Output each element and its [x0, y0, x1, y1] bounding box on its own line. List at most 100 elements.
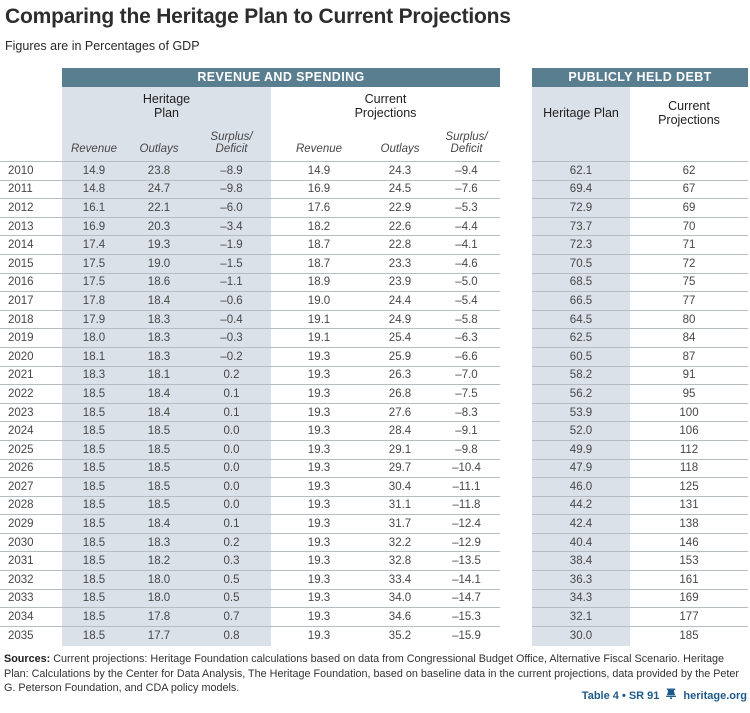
debt-heritage-plan-cell: 62.5 — [569, 332, 593, 345]
current-outlays-cell: 23.3 — [388, 257, 412, 270]
table-row: 2024 18.5 18.5 0.0 19.3 28.4 –9.1 52.0 1… — [0, 422, 750, 441]
heritage-outlays-cell: 23.8 — [147, 164, 171, 177]
heritage-surplus-deficit-cell: –0.4 — [220, 313, 243, 326]
debt-current-projections-cell: 71 — [682, 239, 696, 252]
heritage-revenue-cell: 18.3 — [82, 369, 106, 382]
current-outlays-cell: 27.6 — [388, 406, 412, 419]
section-gap — [500, 515, 532, 534]
debt-heritage-plan-cell: 72.9 — [569, 201, 593, 214]
heritage-surplus-deficit-cell: 0.2 — [223, 369, 240, 382]
year-cell: 2028 — [8, 499, 34, 512]
row-debt-section: 72.9 69 — [532, 199, 748, 218]
current-outlays-cell: 29.7 — [388, 462, 412, 475]
column-labels-row: Revenue Outlays Surplus/ Deficit Revenue… — [0, 122, 500, 158]
current-revenue-cell: 19.3 — [307, 518, 331, 531]
group-header-current-projections: Current Projections — [354, 92, 417, 120]
current-outlays-cell: 31.1 — [388, 499, 412, 512]
heritage-revenue-cell: 18.5 — [82, 387, 106, 400]
heritage-surplus-deficit-cell: –3.4 — [220, 220, 243, 233]
current-revenue-cell: 19.3 — [307, 499, 331, 512]
section-gap — [500, 441, 532, 460]
debt-current-projections-cell: 62 — [682, 164, 696, 177]
debt-current-projections-cell: 169 — [679, 592, 699, 605]
row-revenue-spending-section: 2024 18.5 18.5 0.0 19.3 28.4 –9.1 — [0, 422, 500, 441]
heritage-surplus-deficit-cell: 0.0 — [223, 425, 240, 438]
current-surplus-deficit-cell: –6.3 — [455, 332, 478, 345]
heritage-revenue-cell: 17.9 — [82, 313, 106, 326]
debt-heritage-plan-cell: 53.9 — [569, 406, 593, 419]
table-row: 2011 14.8 24.7 –9.8 16.9 24.5 –7.6 69.4 … — [0, 181, 750, 200]
row-revenue-spending-section: 2013 16.9 20.3 –3.4 18.2 22.6 –4.4 — [0, 218, 500, 237]
year-cell: 2021 — [8, 369, 34, 382]
heritage-surplus-deficit-cell: –0.6 — [220, 294, 243, 307]
row-revenue-spending-section: 2030 18.5 18.3 0.2 19.3 32.2 –12.9 — [0, 534, 500, 553]
row-revenue-spending-section: 2021 18.3 18.1 0.2 19.3 26.3 –7.0 — [0, 367, 500, 386]
debt-heritage-plan-cell: 58.2 — [569, 369, 593, 382]
column-label-heritage-revenue: Revenue — [70, 143, 118, 155]
current-revenue-cell: 19.3 — [307, 555, 331, 568]
heritage-revenue-cell: 18.5 — [82, 518, 106, 531]
table-row: 2015 17.5 19.0 –1.5 18.7 23.3 –4.6 70.5 … — [0, 255, 750, 274]
section-gap — [500, 422, 532, 441]
heritage-surplus-deficit-cell: 0.8 — [223, 630, 240, 643]
table-row: 2035 18.5 17.7 0.8 19.3 35.2 –15.9 30.0 … — [0, 627, 750, 646]
debt-current-projections-cell: 125 — [679, 480, 699, 493]
section-gap — [500, 367, 532, 386]
heritage-outlays-cell: 18.3 — [147, 313, 171, 326]
heritage-outlays-cell: 18.4 — [147, 518, 171, 531]
debt-heritage-plan-cell: 34.3 — [569, 592, 593, 605]
row-debt-section: 62.5 84 — [532, 329, 748, 348]
current-outlays-cell: 24.9 — [388, 313, 412, 326]
debt-heritage-plan-cell: 60.5 — [569, 350, 593, 363]
current-outlays-cell: 23.9 — [388, 276, 412, 289]
heritage-surplus-deficit-cell: 0.2 — [223, 536, 240, 549]
current-revenue-cell: 18.7 — [307, 257, 331, 270]
row-revenue-spending-section: 2035 18.5 17.7 0.8 19.3 35.2 –15.9 — [0, 627, 500, 646]
heritage-outlays-cell: 19.3 — [147, 239, 171, 252]
row-debt-section: 49.9 112 — [532, 441, 748, 460]
table-row: 2021 18.3 18.1 0.2 19.3 26.3 –7.0 58.2 9… — [0, 367, 750, 386]
row-revenue-spending-section: 2010 14.9 23.8 –8.9 14.9 24.3 –9.4 — [0, 162, 500, 181]
current-surplus-deficit-cell: –8.3 — [455, 406, 478, 419]
column-label-current-outlays: Outlays — [380, 143, 420, 155]
year-cell: 2023 — [8, 406, 34, 419]
table-row: 2020 18.1 18.3 –0.2 19.3 25.9 –6.6 60.5 … — [0, 348, 750, 367]
section-gap — [500, 292, 532, 311]
debt-current-projections-cell: 185 — [679, 630, 699, 643]
section-gap — [500, 348, 532, 367]
heritage-revenue-cell: 18.5 — [82, 443, 106, 456]
heritage-revenue-cell: 18.5 — [82, 480, 106, 493]
row-debt-section: 60.5 87 — [532, 348, 748, 367]
heritage-outlays-cell: 18.4 — [147, 294, 171, 307]
table-reference: Table 4 • SR 91 — [581, 690, 660, 702]
year-cell: 2025 — [8, 443, 34, 456]
current-surplus-deficit-cell: –4.1 — [455, 239, 478, 252]
heritage-revenue-cell: 18.5 — [82, 462, 106, 475]
row-revenue-spending-section: 2011 14.8 24.7 –9.8 16.9 24.5 –7.6 — [0, 181, 500, 200]
row-debt-section: 73.7 70 — [532, 218, 748, 237]
current-surplus-deficit-cell: –15.3 — [452, 611, 481, 624]
table-row: 2033 18.5 18.0 0.5 19.3 34.0 –14.7 34.3 … — [0, 590, 750, 609]
current-surplus-deficit-cell: –14.7 — [452, 592, 481, 605]
heritage-revenue-cell: 14.9 — [82, 164, 106, 177]
debt-heritage-plan-cell: 68.5 — [569, 276, 593, 289]
debt-heritage-plan-cell: 56.2 — [569, 387, 593, 400]
heritage-revenue-cell: 18.5 — [82, 406, 106, 419]
table-row: 2026 18.5 18.5 0.0 19.3 29.7 –10.4 47.9 … — [0, 460, 750, 479]
debt-heritage-plan-cell: 46.0 — [569, 480, 593, 493]
current-outlays-cell: 35.2 — [388, 630, 412, 643]
current-surplus-deficit-cell: –12.4 — [452, 518, 481, 531]
current-surplus-deficit-cell: –14.1 — [452, 573, 481, 586]
row-debt-section: 32.1 177 — [532, 608, 748, 627]
current-surplus-deficit-cell: –12.9 — [452, 536, 481, 549]
section-gap — [500, 571, 532, 590]
current-revenue-cell: 17.6 — [307, 201, 331, 214]
section-gap — [500, 199, 532, 218]
current-surplus-deficit-cell: –4.4 — [455, 220, 478, 233]
current-outlays-cell: 32.2 — [388, 536, 412, 549]
table-top-rule-right — [532, 161, 748, 162]
current-revenue-cell: 18.7 — [307, 239, 331, 252]
current-surplus-deficit-cell: –7.6 — [455, 183, 478, 196]
current-outlays-cell: 30.4 — [388, 480, 412, 493]
current-surplus-deficit-cell: –7.5 — [455, 387, 478, 400]
